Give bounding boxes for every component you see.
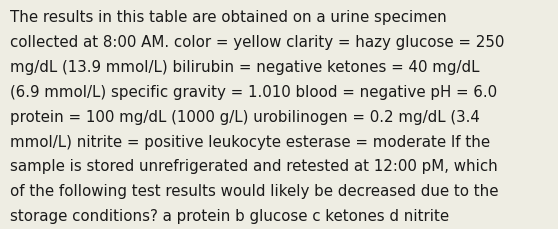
Text: storage conditions? a protein b glucose c ketones d nitrite: storage conditions? a protein b glucose …	[10, 208, 449, 223]
Text: protein = 100 mg/dL (1000 g/L) urobilinogen = 0.2 mg/dL (3.4: protein = 100 mg/dL (1000 g/L) urobilino…	[10, 109, 480, 124]
Text: sample is stored unrefrigerated and retested at 12:00 pM, which: sample is stored unrefrigerated and rete…	[10, 159, 498, 174]
Text: (6.9 mmol/L) specific gravity = 1.010 blood = negative pH = 6.0: (6.9 mmol/L) specific gravity = 1.010 bl…	[10, 85, 497, 99]
Text: The results in this table are obtained on a urine specimen: The results in this table are obtained o…	[10, 10, 447, 25]
Text: mg/dL (13.9 mmol/L) bilirubin = negative ketones = 40 mg/dL: mg/dL (13.9 mmol/L) bilirubin = negative…	[10, 60, 479, 75]
Text: of the following test results would likely be decreased due to the: of the following test results would like…	[10, 183, 498, 198]
Text: mmol/L) nitrite = positive leukocyte esterase = moderate If the: mmol/L) nitrite = positive leukocyte est…	[10, 134, 490, 149]
Text: collected at 8:00 AM. color = yellow clarity = hazy glucose = 250: collected at 8:00 AM. color = yellow cla…	[10, 35, 504, 50]
